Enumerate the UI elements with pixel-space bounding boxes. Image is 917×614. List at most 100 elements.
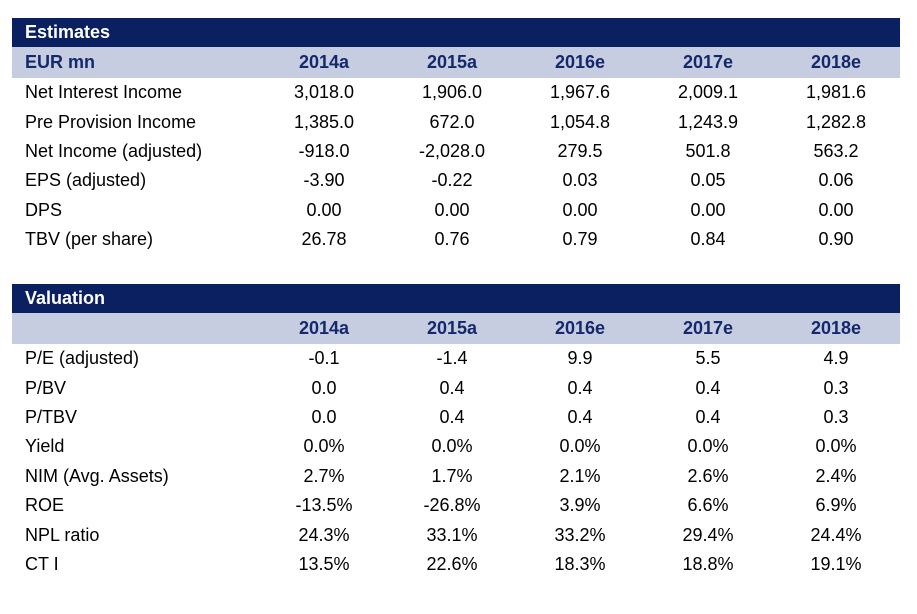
cell-value: 0.0%	[815, 436, 857, 457]
year-2017e: 2017e	[682, 318, 734, 338]
row-label: NIM (Avg. Assets)	[25, 465, 169, 486]
cell-value: 0.03	[562, 170, 598, 191]
cell-value: 1,282.8	[805, 111, 867, 132]
row-label: EPS (adjusted)	[25, 170, 147, 191]
year-2016e: 2016e	[554, 52, 606, 72]
cell-value: 29.4%	[682, 524, 734, 545]
cell-value: -2,028.0	[418, 140, 486, 161]
cell-value: 0.3	[823, 406, 849, 427]
cell-value: 563.2	[813, 140, 859, 161]
cell-value: 2.4%	[815, 465, 857, 486]
estimates-table: Net Interest Income 3,018.0 1,906.0 1,967.6…	[12, 78, 900, 254]
table-row: EPS (adjusted) -3.90 -0.22 0.03 0.05 0.06	[12, 166, 900, 195]
table-row: Net Income (adjusted) -918.0 -2,028.0 279.5…	[12, 137, 900, 166]
cell-value: 0.00	[434, 199, 470, 220]
cell-value: 33.1%	[426, 524, 478, 545]
cell-value: 0.0%	[303, 436, 345, 457]
row-label: TBV (per share)	[25, 229, 154, 250]
cell-value: 3.9%	[559, 495, 601, 516]
table-row: TBV (per share) 26.78 0.76 0.79 0.84 0.90	[12, 225, 900, 254]
cell-value: 19.1%	[810, 553, 862, 574]
cell-value: -13.5%	[295, 495, 353, 516]
table-row: DPS 0.00 0.00 0.00 0.00 0.00	[12, 196, 900, 225]
cell-value: 1.7%	[431, 465, 473, 486]
row-label: P/E (adjusted)	[25, 348, 140, 369]
cell-value: 6.9%	[815, 495, 857, 516]
cell-value: 0.00	[306, 199, 342, 220]
cell-value: 26.78	[301, 229, 347, 250]
valuation-section: Valuation 2014a 2015a 2016e 2017e 2018e …	[12, 284, 900, 579]
row-label: Yield	[25, 436, 65, 457]
cell-value: 0.00	[818, 199, 854, 220]
cell-value: -0.22	[431, 170, 473, 191]
year-2015a: 2015a	[426, 52, 478, 72]
cell-value: -26.8%	[423, 495, 481, 516]
table-row: P/BV 0.0 0.4 0.4 0.4 0.3	[12, 373, 900, 402]
cell-value: 2.1%	[559, 465, 601, 486]
cell-value: 24.3%	[298, 524, 350, 545]
cell-value: 0.76	[434, 229, 470, 250]
cell-value: 0.79	[562, 229, 598, 250]
cell-value: -0.1	[308, 348, 340, 369]
cell-value: 0.4	[439, 406, 465, 427]
cell-value: 2.7%	[303, 465, 345, 486]
cell-value: 0.0%	[431, 436, 473, 457]
cell-value: 0.00	[690, 199, 726, 220]
year-2014a: 2014a	[298, 318, 350, 338]
row-label: DPS	[25, 199, 63, 220]
cell-value: 33.2%	[554, 524, 606, 545]
cell-value: 1,967.6	[549, 82, 611, 103]
year-2018e: 2018e	[810, 52, 862, 72]
cell-value: -3.90	[303, 170, 345, 191]
row-label: Net Interest Income	[25, 82, 183, 103]
cell-value: 1,981.6	[805, 82, 867, 103]
row-label: NPL ratio	[25, 524, 100, 545]
table-row: NPL ratio 24.3% 33.1% 33.2% 29.4% 24.4%	[12, 520, 900, 549]
table-row: CT I 13.5% 22.6% 18.3% 18.8% 19.1%	[12, 550, 900, 579]
cell-value: 0.90	[818, 229, 854, 250]
cell-value: -1.4	[436, 348, 468, 369]
cell-value: 18.8%	[682, 553, 734, 574]
cell-value: 1,054.8	[549, 111, 611, 132]
cell-value: -918.0	[298, 140, 350, 161]
year-2014a: 2014a	[298, 52, 350, 72]
cell-value: 0.3	[823, 377, 849, 398]
estimates-header-label: EUR mn	[25, 52, 96, 72]
row-label: Pre Provision Income	[25, 111, 197, 132]
cell-value: 24.4%	[810, 524, 862, 545]
table-row: Pre Provision Income 1,385.0 672.0 1,054.8 1…	[12, 107, 900, 136]
cell-value: 0.05	[690, 170, 726, 191]
year-2017e: 2017e	[682, 52, 734, 72]
table-row: Net Interest Income 3,018.0 1,906.0 1,967.6…	[12, 78, 900, 107]
cell-value: 13.5%	[298, 553, 350, 574]
cell-value: 0.4	[567, 406, 593, 427]
cell-value: 0.0	[311, 406, 337, 427]
cell-value: 3,018.0	[293, 82, 355, 103]
valuation-table: P/E (adjusted) -0.1 -1.4 9.9 5.5 4.9 P/BV 0.0 0.…	[12, 344, 900, 579]
estimates-section: Estimates EUR mn 2014a 2015a 2016e 2017e…	[12, 18, 900, 254]
year-2016e: 2016e	[554, 318, 606, 338]
cell-value: 0.4	[439, 377, 465, 398]
cell-value: 5.5	[695, 348, 721, 369]
row-label: CT I	[25, 553, 59, 574]
cell-value: 6.6%	[687, 495, 729, 516]
table-row: P/E (adjusted) -0.1 -1.4 9.9 5.5 4.9	[12, 344, 900, 373]
cell-value: 0.4	[567, 377, 593, 398]
cell-value: 0.0%	[687, 436, 729, 457]
cell-value: 22.6%	[426, 553, 478, 574]
row-label: ROE	[25, 495, 65, 516]
table-row: ROE -13.5% -26.8% 3.9% 6.6% 6.9%	[12, 491, 900, 520]
cell-value: 1,906.0	[421, 82, 483, 103]
valuation-title: Valuation	[12, 284, 900, 313]
cell-value: 2,009.1	[677, 82, 739, 103]
cell-value: 1,385.0	[293, 111, 355, 132]
cell-value: 18.3%	[554, 553, 606, 574]
cell-value: 0.06	[818, 170, 854, 191]
year-2018e: 2018e	[810, 318, 862, 338]
row-label: P/TBV	[25, 406, 78, 427]
cell-value: 0.00	[562, 199, 598, 220]
cell-value: 2.6%	[687, 465, 729, 486]
row-label: Net Income (adjusted)	[25, 140, 203, 161]
estimates-header-row: EUR mn 2014a 2015a 2016e 2017e 2018e	[12, 47, 900, 78]
cell-value: 0.84	[690, 229, 726, 250]
